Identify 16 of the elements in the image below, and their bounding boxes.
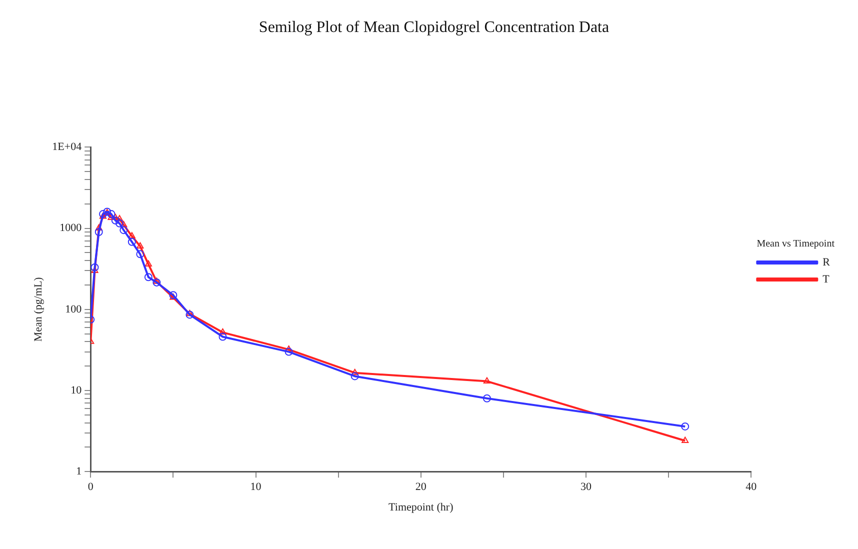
x-tick-label: 30: [580, 481, 592, 494]
text: R: [822, 256, 831, 268]
x-tick-label: 0: [88, 481, 94, 494]
y-tick-label: 10: [70, 384, 82, 396]
x-tick-label: 40: [746, 481, 758, 494]
chart-title: Semilog Plot of Mean Clopidogrel Concentration Data: [258, 18, 610, 36]
x-tick-label: 10: [250, 481, 262, 494]
legend-title: Mean vs Timepoint: [756, 238, 835, 250]
x-axis-title: Timepoint (hr): [388, 501, 454, 514]
y-tick-label: 1E+04: [52, 141, 82, 154]
y-tick-label: 1000: [60, 222, 82, 234]
y-axis-title: Mean (pg/mL): [32, 276, 44, 342]
y-tick-label: 100: [65, 303, 82, 316]
y-tick-label: 1: [76, 465, 82, 478]
x-tick-label: 20: [415, 481, 427, 494]
text: T: [822, 273, 830, 286]
